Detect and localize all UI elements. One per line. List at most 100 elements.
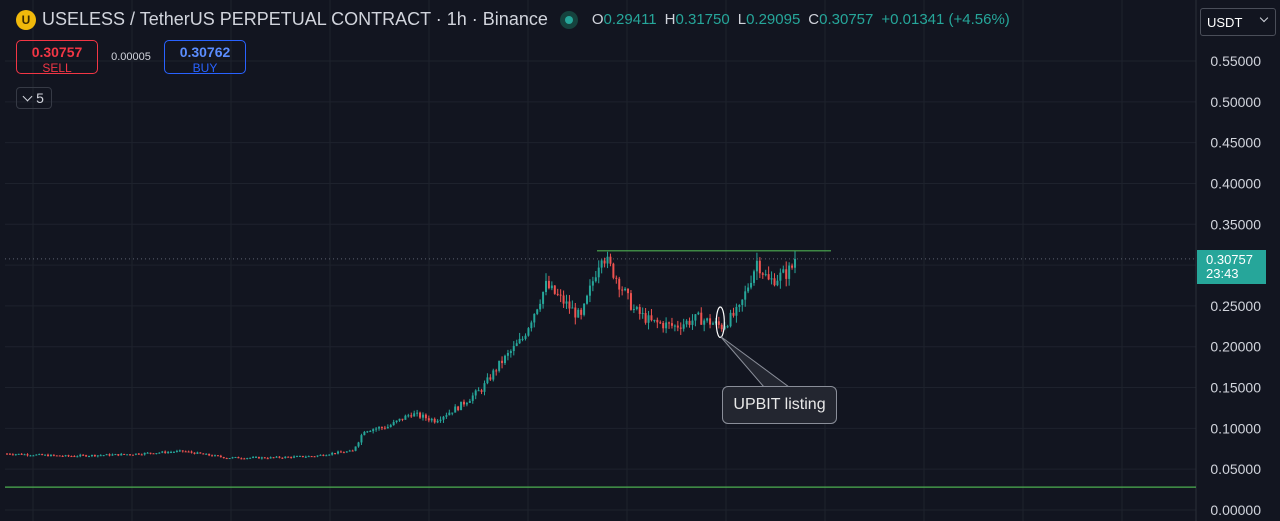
candle-body <box>542 291 545 304</box>
candle-body <box>709 318 712 325</box>
candle-body <box>114 454 117 456</box>
change-value: +0.01341 (+4.56%) <box>881 11 1010 28</box>
candle-body <box>175 450 178 452</box>
candle-body <box>17 453 20 455</box>
candle-body <box>240 458 243 460</box>
candles <box>6 251 796 460</box>
indicators-toggle-button[interactable]: 5 <box>16 87 52 109</box>
candle-body <box>190 451 193 453</box>
candle-body <box>480 390 483 392</box>
candle-body <box>588 285 591 296</box>
candle-body <box>111 454 114 456</box>
candle-body <box>351 450 354 452</box>
candle-body <box>644 313 647 323</box>
candle-body <box>79 454 82 457</box>
candle-body <box>474 390 477 396</box>
candle-body <box>269 457 272 459</box>
candle-body <box>237 457 240 459</box>
candle-body <box>82 454 85 456</box>
candle-body <box>88 456 91 458</box>
candle-body <box>773 278 776 286</box>
candle-body <box>252 457 255 459</box>
candle-body <box>73 456 76 458</box>
candle-body <box>129 454 132 456</box>
candle-body <box>419 412 422 418</box>
annotation-callout[interactable]: UPBIT listing <box>722 386 837 424</box>
candle-body <box>345 451 348 453</box>
candle-body <box>296 456 299 458</box>
candle-body <box>208 453 211 456</box>
candle-body <box>357 442 360 447</box>
candle-body <box>591 281 594 286</box>
sell-button[interactable]: 0.30757 SELL <box>16 40 98 75</box>
candle-body <box>298 455 301 457</box>
candle-body <box>61 455 64 457</box>
open-label: O <box>591 11 604 28</box>
candle-body <box>717 321 720 325</box>
candle-body <box>618 278 621 290</box>
candle-body <box>304 456 307 458</box>
candle-body <box>158 452 161 454</box>
candle-body <box>416 412 419 414</box>
candle-body <box>228 458 231 460</box>
candle-body <box>337 451 340 454</box>
candle-body <box>468 400 471 403</box>
last-price-tag: 0.30757 23:43 <box>1197 250 1266 284</box>
candle-body <box>489 377 492 380</box>
candle-body <box>149 452 152 454</box>
candle-body <box>533 313 536 323</box>
candle-body <box>477 390 480 392</box>
candle-body <box>627 288 630 294</box>
candle-body <box>629 293 632 310</box>
candle-body <box>782 269 785 273</box>
candle-body <box>55 455 58 457</box>
candle-body <box>662 322 665 329</box>
candle-body <box>246 458 249 460</box>
candle-body <box>287 456 290 458</box>
candle-body <box>641 313 644 315</box>
buy-label: BUY <box>192 61 218 75</box>
candle-body <box>278 456 281 458</box>
candle-body <box>483 383 486 392</box>
candle-body <box>700 312 703 325</box>
candle-body <box>436 420 439 423</box>
close-label: C <box>808 11 820 28</box>
candle-body <box>398 418 401 421</box>
candle-body <box>64 455 67 457</box>
candle-body <box>404 415 407 420</box>
candle-body <box>597 267 600 278</box>
candle-body <box>366 431 369 433</box>
candle-body <box>413 413 416 417</box>
close-value: 0.30757 <box>819 11 874 28</box>
candle-body <box>293 456 296 458</box>
candle-body <box>624 288 627 291</box>
candle-body <box>342 452 345 454</box>
buy-button[interactable]: 0.30762 BUY <box>164 40 246 75</box>
candle-body <box>334 452 337 454</box>
candle-body <box>392 422 395 426</box>
candle-body <box>706 318 709 321</box>
candle-body <box>99 455 102 457</box>
candle-body <box>225 458 228 460</box>
y-tick-label: 0.25000 <box>1210 298 1261 314</box>
candle-body <box>600 260 603 268</box>
candle-body <box>550 285 553 289</box>
candle-body <box>509 351 512 353</box>
candle-body <box>369 431 372 433</box>
symbol-title[interactable]: USELESS / TetherUS PERPETUAL CONTRACT · … <box>42 9 548 29</box>
candle-body <box>556 293 559 295</box>
currency-select[interactable]: USDT <box>1200 8 1276 36</box>
candle-body <box>389 425 392 427</box>
candle-body <box>284 456 287 459</box>
candle-body <box>322 454 325 456</box>
open-value: 0.29411 <box>603 11 657 28</box>
candle-body <box>360 435 363 443</box>
candle-body <box>527 328 530 336</box>
candle-body <box>76 456 79 458</box>
candle-body <box>372 429 375 432</box>
candle-body <box>668 322 671 324</box>
candle-body <box>85 455 88 457</box>
candle-body <box>234 457 237 459</box>
